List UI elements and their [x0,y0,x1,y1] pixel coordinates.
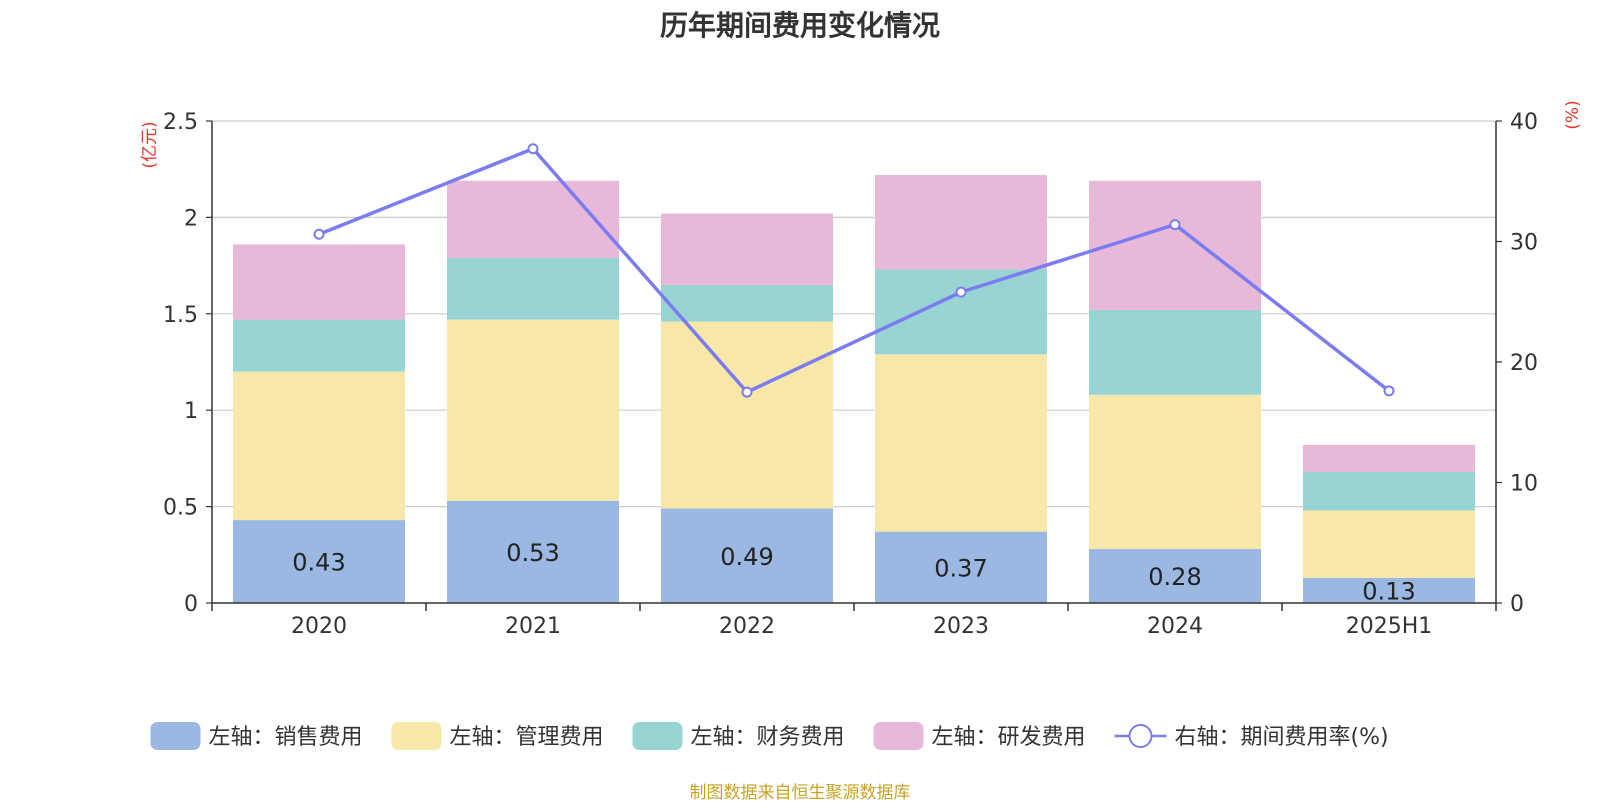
bar-segment [875,174,1047,270]
legend-swatch [150,722,201,750]
legend-label: 右轴：期间费用率(%) [1175,725,1389,750]
rate-point [313,228,325,240]
left-tick-label: 1.5 [163,303,198,328]
bar-segment [875,269,1047,355]
bar-data-label: 0.53 [506,539,559,567]
bar-segment [1303,444,1475,472]
bar-segment [661,321,833,509]
bar-data-label: 0.28 [1148,563,1201,591]
bar-segment [447,180,619,258]
x-tick-label: 2024 [1147,614,1203,639]
rate-point [527,143,539,155]
rate-point [741,386,753,398]
bar-segment [1089,309,1261,395]
left-axis-unit: (亿元) [140,121,160,168]
bar-data-label: 0.37 [934,554,987,582]
bar-segment [447,319,619,501]
legend-swatch [632,722,683,750]
legend-marker [1128,724,1153,748]
x-tick-label: 2022 [719,614,775,639]
bar-segment [447,500,619,603]
bar-segment [1089,549,1261,603]
legend-swatch [391,722,442,750]
rate-point [1383,385,1395,397]
legend-label: 左轴：管理费用 [450,725,604,750]
left-tick-label: 2.5 [163,110,198,135]
bar-segment [1303,510,1475,578]
bar-segment [1303,471,1475,511]
rate-line [318,146,1391,395]
right-tick-label: 0 [1510,592,1524,617]
right-axis-unit: (%) [1563,100,1583,129]
x-tick-label: 2025H1 [1346,614,1433,639]
bar-segment [875,531,1047,603]
bar-data-label: 0.13 [1362,577,1415,605]
bar-segment [233,520,405,603]
x-tick-label: 2023 [933,614,989,639]
legend-swatch [873,722,924,750]
left-tick-label: 2 [184,206,198,231]
legend-label: 左轴：研发费用 [932,725,1086,750]
rate-point [1169,219,1181,231]
bar-segment [661,284,833,322]
bar-segment [233,371,405,521]
source-note: 制图数据来自恒生聚源数据库 [689,783,911,803]
bar-segment [1089,394,1261,550]
bar-segment [875,354,1047,532]
bar-segment [661,508,833,603]
left-tick-label: 1 [184,399,198,424]
bar-data-label: 0.43 [292,549,345,577]
right-tick-label: 20 [1510,351,1538,376]
rate-point [955,286,967,298]
left-tick-label: 0 [184,592,198,617]
bar-segment [233,244,405,320]
bar-segment [1303,577,1475,603]
bar-segment [447,257,619,320]
right-tick-label: 40 [1510,110,1538,135]
bar-data-label: 0.49 [720,543,773,571]
bar-segment [661,213,833,285]
x-tick-label: 2020 [291,614,347,639]
legend-label: 左轴：财务费用 [691,725,845,750]
legend-label: 左轴：销售费用 [209,725,363,750]
chart-title: 历年期间费用变化情况 [659,9,940,42]
bar-segment [233,319,405,372]
left-tick-label: 0.5 [163,496,198,521]
right-tick-label: 10 [1510,472,1538,497]
right-tick-label: 30 [1510,231,1538,256]
bar-segment [1089,180,1261,310]
x-tick-label: 2021 [505,614,561,639]
